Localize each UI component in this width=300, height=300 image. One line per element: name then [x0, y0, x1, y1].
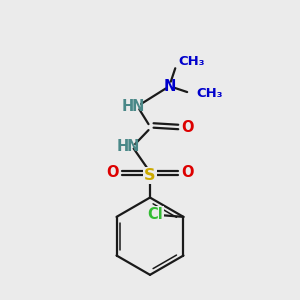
Text: N: N — [127, 139, 139, 154]
Text: CH₃: CH₃ — [178, 55, 205, 68]
Text: H: H — [121, 98, 134, 113]
Text: O: O — [181, 165, 194, 180]
Text: N: N — [163, 79, 176, 94]
Text: CH₃: CH₃ — [196, 87, 223, 100]
Text: H: H — [116, 139, 128, 154]
Text: N: N — [132, 98, 144, 113]
Text: S: S — [144, 168, 156, 183]
Text: Cl: Cl — [147, 207, 163, 222]
Text: O: O — [106, 165, 119, 180]
Text: O: O — [181, 120, 194, 135]
